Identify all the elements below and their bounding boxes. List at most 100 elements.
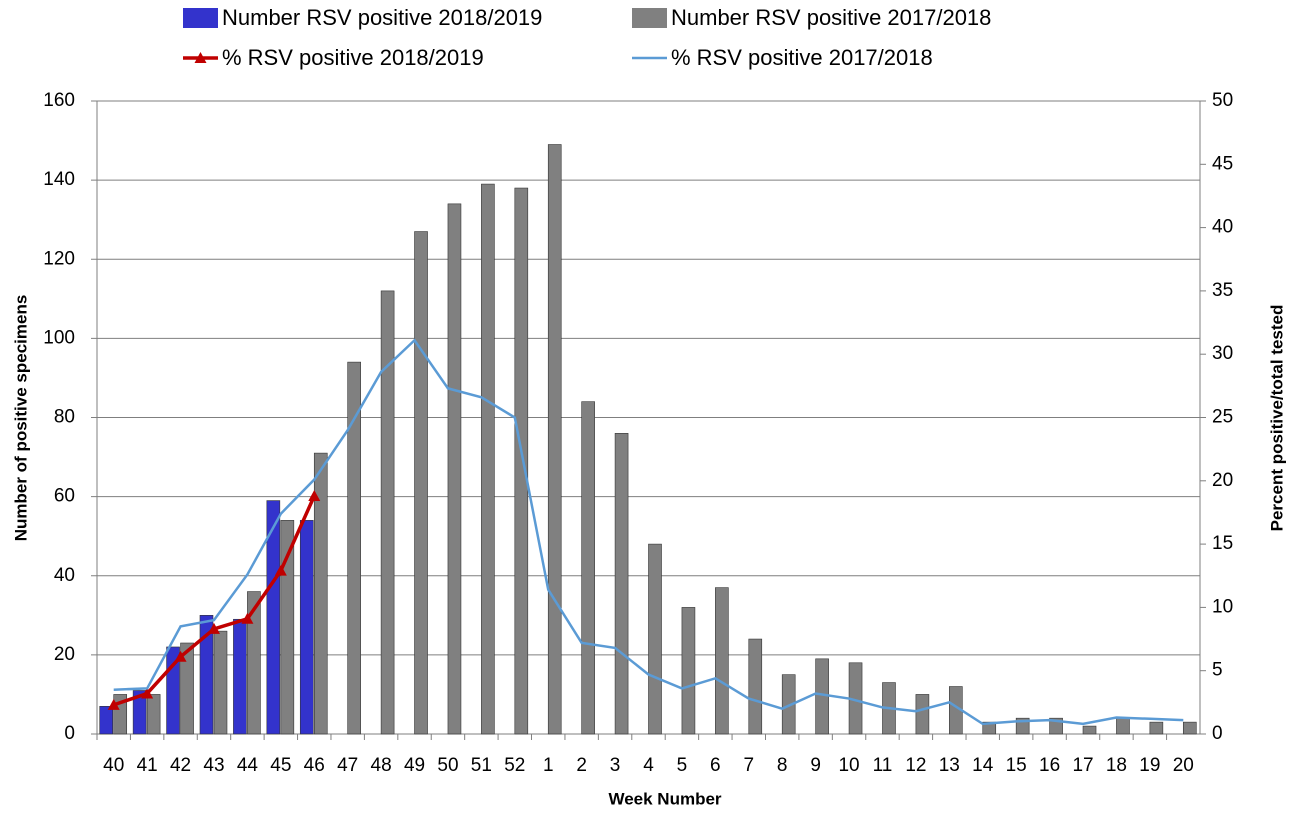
x-tick-label: 5 <box>677 755 688 776</box>
y2-tick-label: 40 <box>1212 217 1233 238</box>
y2-tick-label: 25 <box>1212 407 1233 428</box>
bar <box>648 543 662 735</box>
bar <box>514 187 529 735</box>
x-tick-label: 50 <box>437 755 458 776</box>
y2-tick-label: 0 <box>1212 723 1223 744</box>
bar <box>99 706 114 735</box>
bar <box>447 203 462 735</box>
bar <box>199 615 214 735</box>
y2-tick-label: 20 <box>1212 470 1233 491</box>
x-tick-label: 6 <box>710 755 721 776</box>
x-tick-label: 48 <box>371 755 392 776</box>
bar <box>132 690 147 735</box>
x-tick-label: 16 <box>1039 755 1060 776</box>
y2-tick-label: 45 <box>1212 153 1233 174</box>
x-axis-title: Week Number <box>608 789 721 808</box>
bar <box>481 183 495 735</box>
x-tick-label: 46 <box>304 755 325 776</box>
x-tick-label: 11 <box>873 755 893 776</box>
legend-label: Number RSV positive 2017/2018 <box>671 5 991 30</box>
marker <box>107 698 120 710</box>
marker <box>274 564 287 576</box>
y2-tick-label: 15 <box>1212 533 1233 554</box>
y-tick-label: 0 <box>64 723 75 744</box>
line <box>113 338 1184 726</box>
x-tick-label: 3 <box>610 755 621 776</box>
y2-tick-label: 5 <box>1212 660 1223 681</box>
legend-swatch <box>183 8 218 28</box>
x-tick-label: 40 <box>103 755 124 776</box>
x-tick-label: 45 <box>270 755 291 776</box>
bar <box>748 638 763 735</box>
x-tick-label: 15 <box>1006 755 1027 776</box>
bar <box>313 452 328 735</box>
x-tick-label: 10 <box>838 755 859 776</box>
x-tick-label: 18 <box>1106 755 1127 776</box>
x-tick-label: 13 <box>939 755 960 776</box>
bar <box>1116 717 1130 735</box>
y-tick-label: 100 <box>43 327 75 348</box>
bar <box>266 500 281 735</box>
y-tick-label: 120 <box>43 248 75 269</box>
bar <box>581 401 595 735</box>
y-tick-label: 140 <box>43 169 75 190</box>
marker <box>241 612 254 624</box>
bar <box>213 630 228 735</box>
y2-tick-label: 50 <box>1212 90 1233 111</box>
y2-tick-label: 10 <box>1212 596 1233 617</box>
bar <box>715 587 729 735</box>
y-tick-label: 40 <box>54 565 75 586</box>
bar <box>299 520 314 735</box>
x-tick-label: 52 <box>504 755 525 776</box>
bar <box>547 144 562 735</box>
bar <box>414 231 428 735</box>
x-tick-label: 19 <box>1139 755 1160 776</box>
x-tick-label: 12 <box>905 755 926 776</box>
bar <box>915 694 930 735</box>
x-tick-label: 49 <box>404 755 425 776</box>
x-tick-label: 43 <box>203 755 224 776</box>
y-tick-label: 60 <box>54 486 75 507</box>
y2-tick-label: 35 <box>1212 280 1233 301</box>
x-tick-label: 42 <box>170 755 191 776</box>
bar <box>146 694 161 735</box>
x-tick-label: 51 <box>471 755 492 776</box>
x-tick-label: 7 <box>743 755 754 776</box>
marker <box>207 622 220 634</box>
bar <box>781 674 796 735</box>
bar <box>1182 721 1197 735</box>
bar <box>1082 725 1097 735</box>
legend-swatch <box>632 8 667 28</box>
y2-axis-title: Percent positive/total tested <box>1267 305 1286 532</box>
bar <box>614 433 629 735</box>
x-tick-label: 41 <box>137 755 158 776</box>
legend-marker <box>194 52 207 63</box>
bar <box>247 591 261 735</box>
x-tick-label: 8 <box>777 755 788 776</box>
marker <box>141 687 154 699</box>
x-tick-label: 4 <box>643 755 654 776</box>
bar <box>1149 721 1164 735</box>
x-tick-label: 17 <box>1072 755 1093 776</box>
legend-label: Number RSV positive 2018/2019 <box>222 5 542 30</box>
legend-label: % RSV positive 2017/2018 <box>671 45 933 70</box>
x-tick-label: 9 <box>810 755 821 776</box>
marker <box>308 489 321 501</box>
bar <box>180 642 194 735</box>
bar <box>380 290 395 735</box>
x-tick-label: 1 <box>543 755 554 776</box>
bar <box>233 618 247 735</box>
x-tick-label: 14 <box>972 755 994 776</box>
x-tick-label: 20 <box>1173 755 1194 776</box>
y-tick-label: 160 <box>43 90 75 111</box>
x-tick-label: 44 <box>237 755 259 776</box>
x-tick-label: 2 <box>576 755 587 776</box>
y-tick-label: 20 <box>54 644 75 665</box>
marker <box>174 650 187 662</box>
y-axis-title: Number of positive specimens <box>11 295 30 542</box>
bar <box>681 607 696 735</box>
x-tick-label: 47 <box>337 755 358 776</box>
y2-tick-label: 30 <box>1212 343 1233 364</box>
bar <box>347 361 361 735</box>
